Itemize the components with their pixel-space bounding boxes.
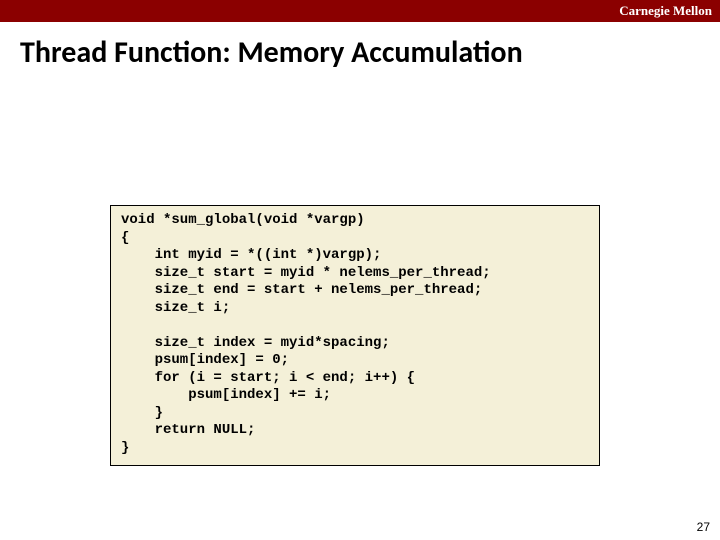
header-bar: Carnegie Mellon [0, 0, 720, 22]
code-block: void *sum_global(void *vargp) { int myid… [110, 205, 600, 466]
page-number: 27 [697, 520, 710, 534]
slide-title: Thread Function: Memory Accumulation [0, 22, 720, 71]
institution-label: Carnegie Mellon [619, 3, 712, 19]
